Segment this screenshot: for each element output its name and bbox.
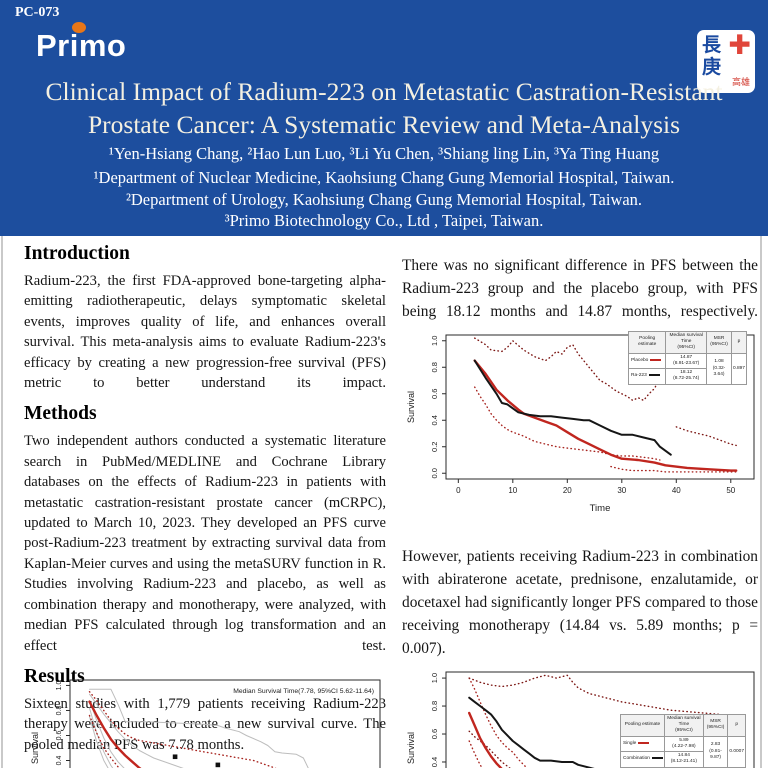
- pooling-estimate-table: Pooling estimate Median survival Time (95%…: [627, 331, 748, 385]
- svg-text:Median Survival Time(7.78, 95%: Median Survival Time(7.78, 95%CI 5.62-11…: [233, 688, 374, 695]
- svg-text:Survival: Survival: [30, 732, 40, 764]
- placebo-vs-ra223-plot: 0.0 0.2 0.4 0.6 0.8 1.0 0 10 20 30 40 50 Time Surviva…: [406, 334, 755, 514]
- svg-text:0.6: 0.6: [56, 731, 63, 741]
- affiliations: ¹Department of Nuclear Medicine, Kaohsiu…: [0, 167, 768, 232]
- svg-text:0: 0: [456, 486, 461, 495]
- introduction-paragraph: Radium-223, the first FDA-approved bone-…: [24, 273, 386, 392]
- svg-text:0.4: 0.4: [430, 757, 439, 767]
- right-column: There was no significant difference in P…: [402, 238, 758, 768]
- left-edge-line: [1, 236, 3, 768]
- authors-line: ¹Yen-Hsiang Chang, ²Hao Lun Luo, ³Li Yu …: [108, 144, 660, 163]
- poster-title-line2: Prostate Cancer: A Systematic Review and…: [87, 109, 681, 139]
- introduction-heading: Introduction: [24, 243, 130, 264]
- red-cross-icon: ✚: [728, 30, 751, 60]
- svg-text:1.0: 1.0: [430, 336, 439, 346]
- methods-heading: Methods: [24, 403, 97, 425]
- hospital-logo: 長庚 ✚ 高雄: [697, 30, 755, 93]
- pfs-comparison-paragraph: There was no significant difference in P…: [402, 257, 758, 320]
- legend-table: Pooling estimate Median survival Time (95%…: [627, 331, 748, 385]
- methods-paragraph: Two independent authors conducted a syst…: [24, 433, 386, 654]
- svg-text:Survival: Survival: [406, 732, 416, 764]
- svg-text:0.8: 0.8: [56, 705, 63, 715]
- svg-text:1.0: 1.0: [430, 673, 439, 683]
- svg-text:30: 30: [617, 486, 626, 495]
- svg-text:0.4: 0.4: [56, 756, 63, 766]
- svg-text:Survival: Survival: [406, 391, 416, 423]
- right-edge-line: [760, 236, 762, 768]
- svg-text:50: 50: [726, 486, 735, 495]
- poster-title-line1: Clinical Impact of Radium-223 on Metasta…: [45, 77, 723, 106]
- primo-logo: Primo: [36, 28, 127, 63]
- placebo-vs-ra223-chart: 0.0 0.2 0.4 0.6 0.8 1.0 0 10 20 30 40 50 Time Surviva…: [402, 329, 758, 525]
- left-column: Introduction Radium-223, the first FDA-a…: [24, 238, 386, 755]
- svg-text:0.2: 0.2: [430, 442, 439, 452]
- affiliation-3: ³Primo Biotechnology Co., Ltd , Taipei, …: [224, 211, 544, 230]
- svg-text:0.8: 0.8: [430, 701, 439, 711]
- primo-logo-dot-icon: [72, 22, 86, 33]
- hospital-logo-text: 長庚: [702, 35, 722, 78]
- svg-text:0.8: 0.8: [430, 362, 439, 372]
- svg-text:20: 20: [563, 486, 572, 495]
- pooling-estimate-table: Pooling estimate Median survival Time (95%…: [620, 714, 746, 768]
- hospital-logo-subtext: 高雄: [731, 77, 750, 87]
- svg-text:10: 10: [508, 486, 517, 495]
- affiliation-2: ²Department of Urology, Kaohsiung Chang …: [125, 189, 643, 209]
- legend-table: Pooling estimate Median survival Time (95%…: [620, 714, 746, 768]
- svg-text:1.0: 1.0: [56, 680, 63, 690]
- svg-text:40: 40: [672, 486, 681, 495]
- svg-text:0.6: 0.6: [430, 389, 439, 399]
- combination-paragraph: However, patients receiving Radium-223 i…: [402, 548, 758, 657]
- affiliation-1: ¹Department of Nuclear Medicine, Kaohsiu…: [93, 168, 675, 187]
- poster-title: Clinical Impact of Radium-223 on Metasta…: [0, 76, 768, 141]
- poster-header: PC-073 Primo 長庚 ✚ 高雄 Clinical Impact of …: [0, 0, 768, 236]
- svg-text:0.4: 0.4: [430, 415, 439, 425]
- svg-text:0.6: 0.6: [430, 729, 439, 739]
- poster-code: PC-073: [15, 5, 60, 20]
- svg-text:0.0: 0.0: [430, 468, 439, 478]
- svg-text:Time: Time: [590, 503, 611, 514]
